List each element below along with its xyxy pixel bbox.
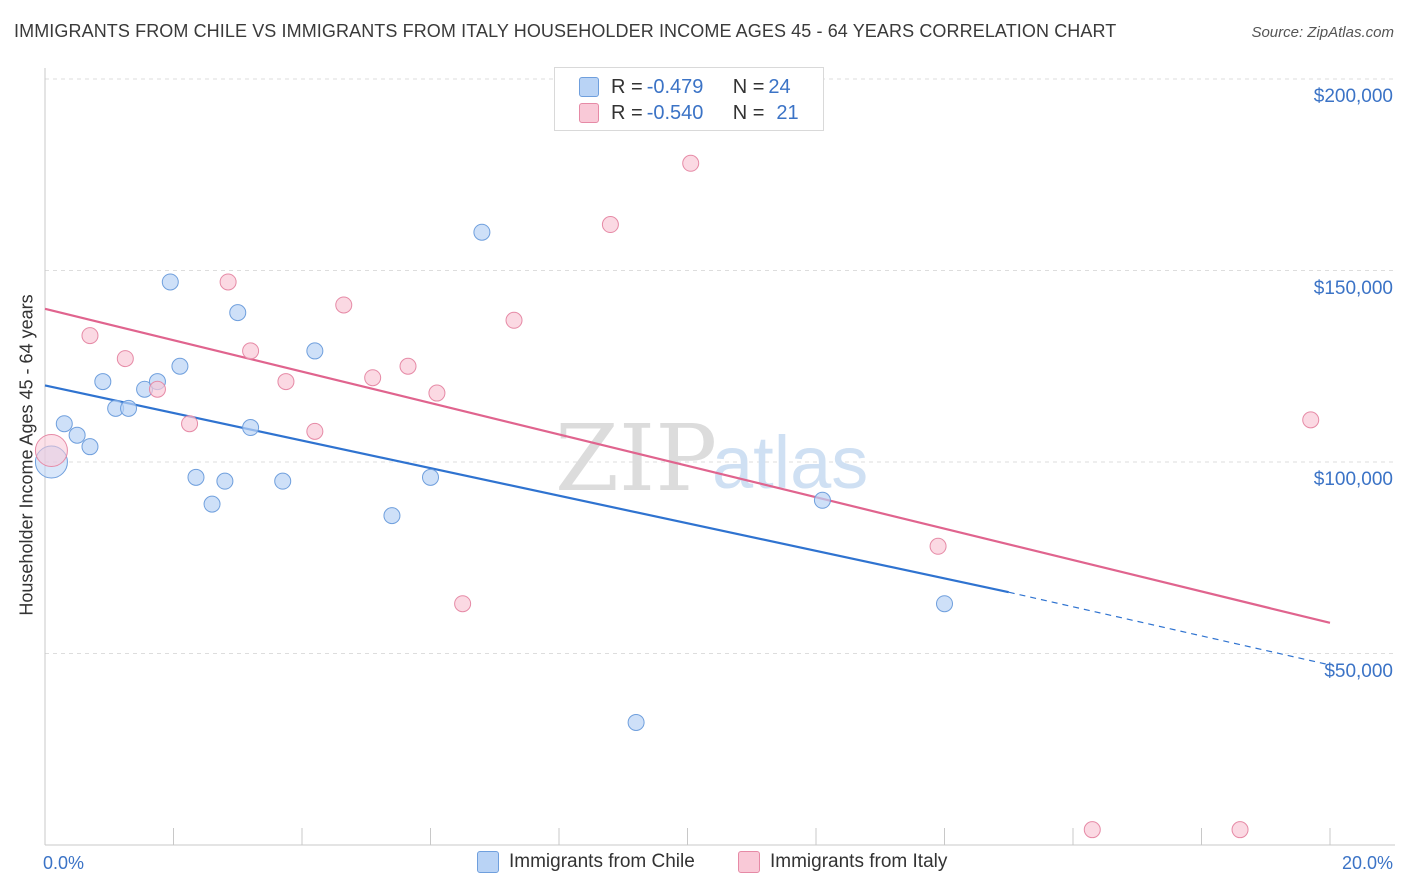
- point-chile: [120, 399, 138, 417]
- chart-title: IMMIGRANTS FROM CHILE VS IMMIGRANTS FROM…: [14, 21, 1117, 41]
- bottom-legend-italy: Immigrants from Italy: [738, 851, 947, 873]
- point-italy: [116, 350, 134, 368]
- y-axis-label: Householder Income Ages 45 - 64 years: [16, 294, 37, 616]
- point-chile: [242, 419, 260, 437]
- point-chile: [813, 491, 831, 509]
- watermark-zip: ZIP: [555, 405, 717, 512]
- point-chile: [203, 495, 221, 513]
- trend-line-extension-chile: [1008, 591, 1331, 666]
- point-italy: [1083, 821, 1101, 839]
- legend-r-label: R =: [611, 101, 643, 124]
- x-tick-label-left: 0.0%: [43, 853, 85, 873]
- legend-r-label: R =: [611, 75, 643, 98]
- bottom-legend-chile: Immigrants from Chile: [477, 851, 695, 873]
- legend-swatch-italy: [579, 103, 599, 123]
- point-chile: [422, 468, 439, 486]
- legend-r-value-chile: -0.479: [646, 75, 704, 98]
- point-chile: [383, 507, 401, 525]
- point-italy: [454, 595, 472, 613]
- data-points: [34, 154, 1320, 839]
- y-tick-label: $150,000: [1313, 277, 1393, 299]
- point-chile: [274, 472, 292, 490]
- trend-lines: [44, 307, 1331, 666]
- legend-n-value-italy: 21: [776, 101, 799, 124]
- bottom-legend-label-italy: Immigrants from Italy: [770, 851, 948, 872]
- legend-row-italy: R = -0.540 N = 21: [579, 100, 799, 126]
- point-chile: [68, 426, 86, 444]
- legend-r-value-italy: -0.540: [646, 101, 704, 124]
- source-label: Source: ZipAtlas.com: [1251, 24, 1394, 41]
- grid-lines: [45, 78, 1395, 654]
- point-italy: [242, 342, 260, 360]
- legend-n-label: N =: [732, 101, 765, 124]
- point-italy: [34, 434, 68, 468]
- bottom-legend-label-chile: Immigrants from Chile: [509, 851, 695, 872]
- point-chile: [55, 415, 73, 433]
- bottom-legend-swatch-italy: [738, 851, 760, 873]
- point-italy: [399, 357, 417, 375]
- point-italy: [682, 154, 700, 172]
- point-chile: [216, 472, 234, 490]
- y-tick-label: $50,000: [1324, 660, 1393, 682]
- point-chile: [94, 373, 112, 391]
- point-italy: [1231, 821, 1249, 839]
- point-italy: [505, 311, 523, 329]
- point-italy: [428, 384, 446, 402]
- point-chile: [229, 304, 247, 322]
- point-italy: [277, 373, 295, 391]
- point-italy: [219, 273, 237, 291]
- trend-line-italy: [44, 307, 1331, 624]
- x-tick-label-right: 20.0%: [1341, 853, 1393, 873]
- point-chile: [187, 468, 205, 486]
- point-italy: [929, 537, 947, 555]
- legend-swatch-chile: [579, 77, 599, 97]
- point-italy: [1302, 411, 1320, 429]
- bottom-legend-swatch-chile: [477, 851, 499, 873]
- y-tick-label: $100,000: [1313, 469, 1393, 490]
- point-chile: [936, 595, 953, 613]
- point-chile: [473, 223, 491, 241]
- legend-n-label: N =: [732, 75, 765, 98]
- point-italy: [306, 422, 324, 440]
- point-italy: [335, 296, 353, 314]
- point-italy: [148, 380, 166, 398]
- y-tick-label: $200,000: [1313, 86, 1393, 107]
- point-chile: [81, 438, 99, 456]
- point-italy: [81, 327, 99, 345]
- trend-line-chile: [44, 384, 1009, 594]
- point-italy: [601, 216, 619, 234]
- legend-n-value-chile: 24: [768, 75, 791, 98]
- point-chile: [306, 342, 324, 360]
- point-italy: [181, 415, 199, 433]
- legend-row-chile: R = -0.479 N = 24: [579, 74, 791, 100]
- point-chile: [627, 713, 645, 731]
- point-italy: [364, 369, 382, 387]
- point-chile: [171, 357, 189, 375]
- point-chile: [161, 273, 179, 291]
- correlation-legend: R = -0.479 N = 24 R = -0.540 N = 21: [554, 67, 824, 131]
